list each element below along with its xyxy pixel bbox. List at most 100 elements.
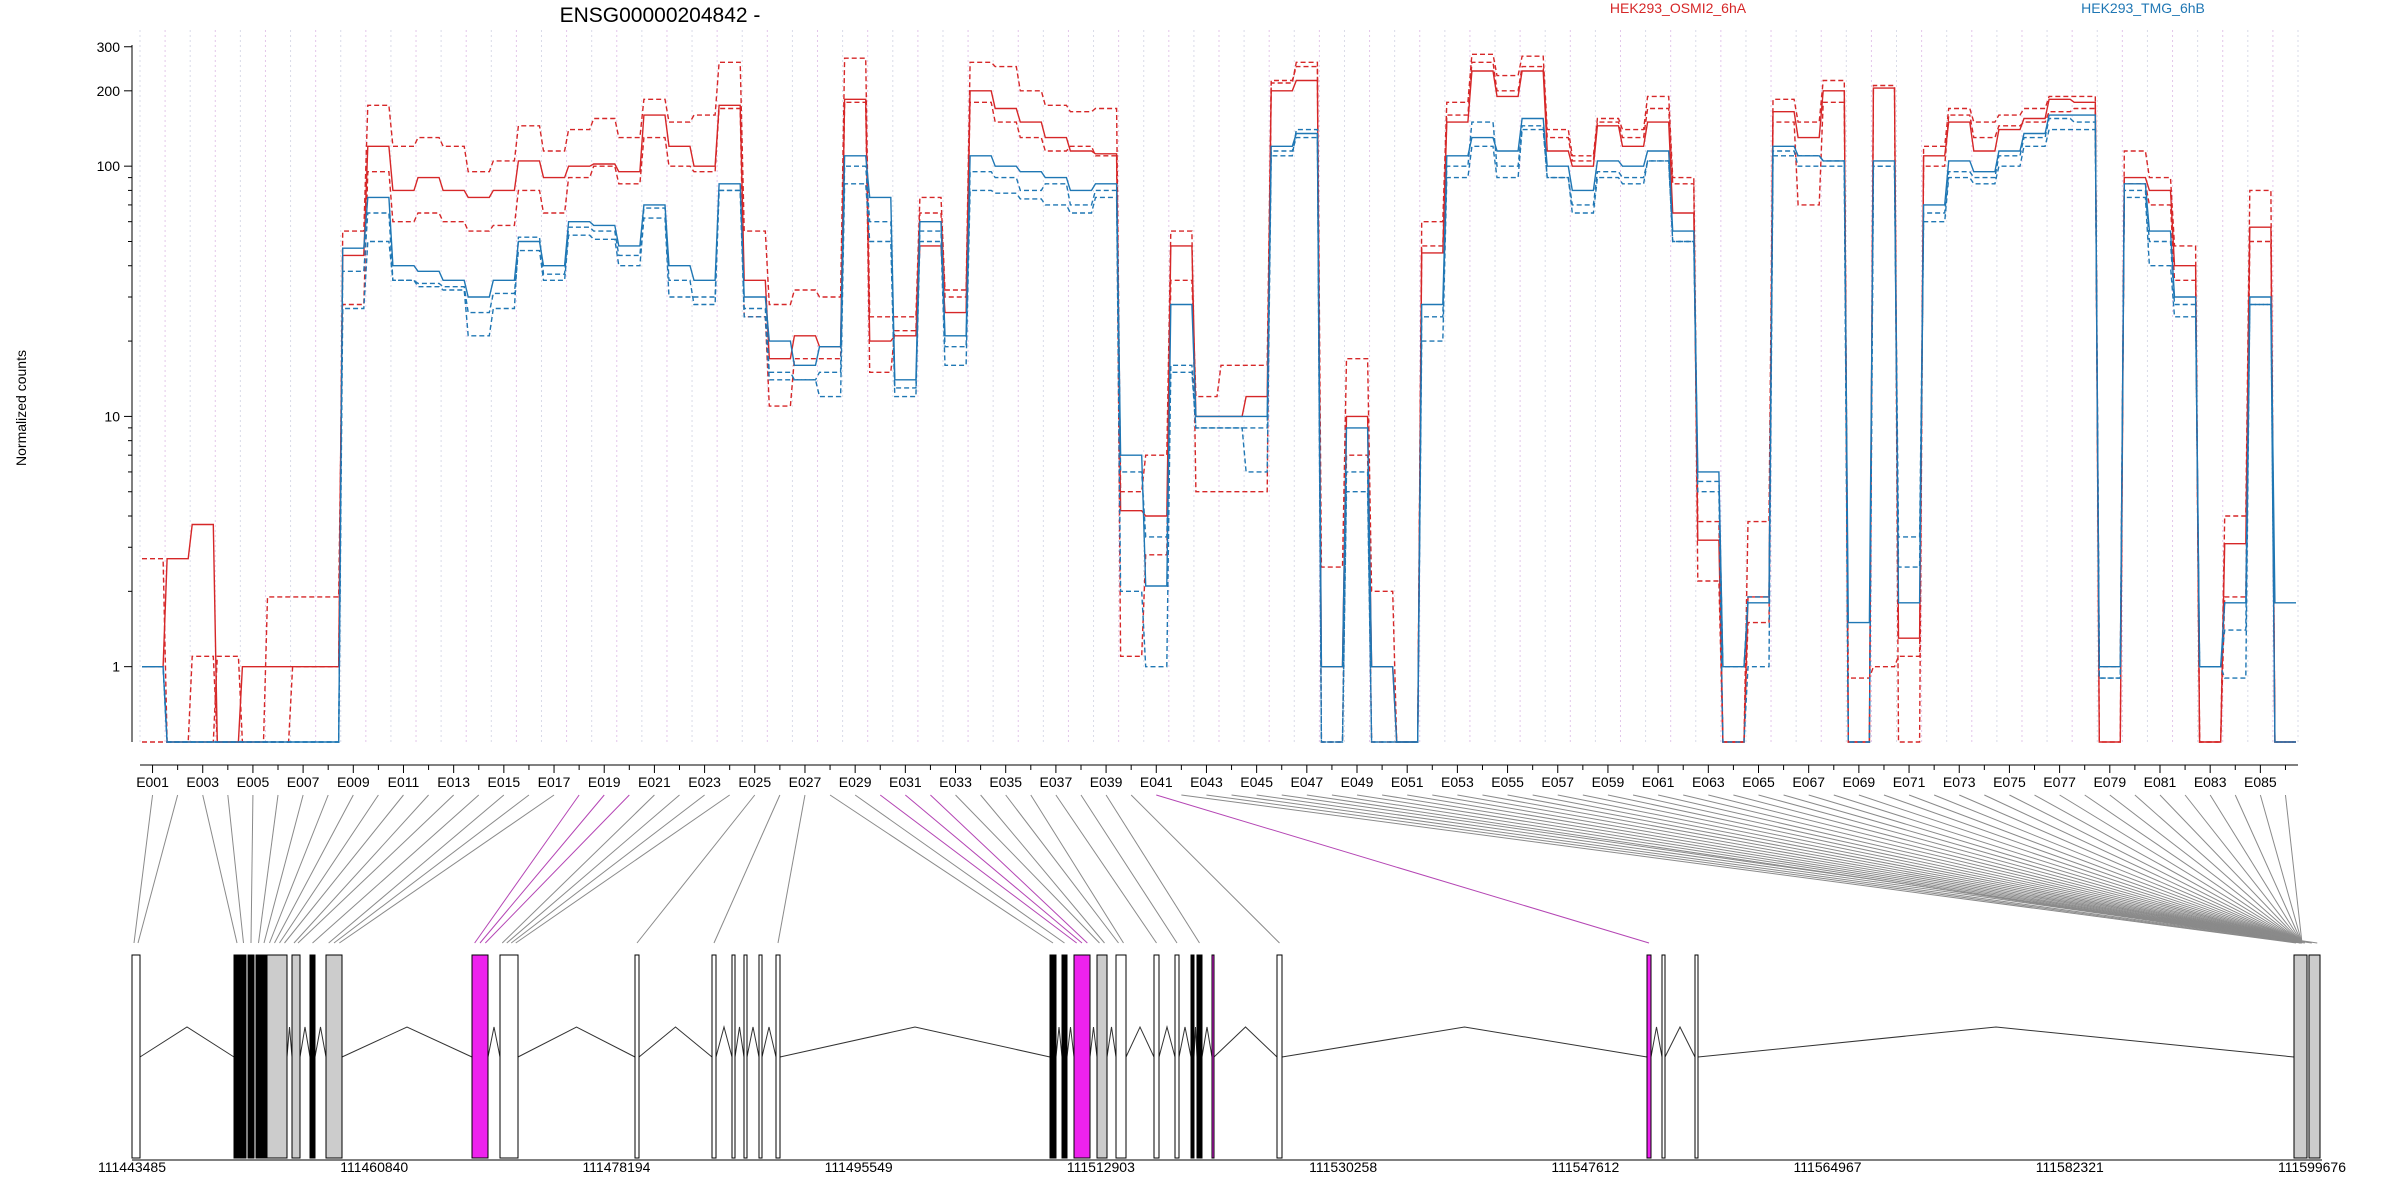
intron-line xyxy=(299,1026,311,1058)
exon-tick-label: E083 xyxy=(2194,774,2227,790)
exon-link-line xyxy=(2234,794,2303,944)
exon-link-line xyxy=(297,794,455,944)
intron-line xyxy=(139,1026,235,1058)
exon-block xyxy=(131,954,141,1159)
exon-link-line xyxy=(636,794,756,944)
intron-line xyxy=(1178,1026,1192,1058)
exon-link-line xyxy=(1181,794,2297,944)
exon-link-lines xyxy=(133,794,2318,944)
exon-link-line xyxy=(1457,794,2303,944)
exon-link-line xyxy=(1833,794,2303,944)
exon-link-line xyxy=(479,794,605,944)
exon-link-line xyxy=(1331,794,2303,944)
exon-link-line xyxy=(1582,794,2303,944)
exon-block xyxy=(471,954,489,1159)
intron-line xyxy=(341,1026,473,1058)
exon-tick-label: E013 xyxy=(437,774,470,790)
exon-block xyxy=(2308,954,2321,1159)
exon-link-line xyxy=(930,794,1088,944)
exon-tick-label: E059 xyxy=(1592,774,1625,790)
genomic-tick-label: 111478194 xyxy=(582,1159,650,1175)
exon-link-line xyxy=(1005,794,1119,944)
chart-title: ENSG00000204842 - xyxy=(560,4,761,27)
exon-tick-label: E029 xyxy=(839,774,872,790)
exon-link-line xyxy=(1733,794,2303,944)
exon-tick-label: E057 xyxy=(1541,774,1574,790)
exon-tick-label: E025 xyxy=(738,774,771,790)
exon-block xyxy=(711,954,717,1159)
exon-block xyxy=(1174,954,1180,1159)
y-tick-label: 100 xyxy=(97,158,121,174)
exon-block xyxy=(731,954,736,1159)
series-line xyxy=(142,114,2296,743)
exon-link-line xyxy=(1959,794,2303,944)
exon-block xyxy=(499,954,519,1159)
exon-link-line xyxy=(250,794,254,944)
exon-link-line xyxy=(2084,794,2303,944)
exon-link-line xyxy=(2259,794,2303,944)
exon-link-line xyxy=(202,794,238,944)
exon-tick-label: E035 xyxy=(989,774,1022,790)
exon-block xyxy=(255,954,262,1159)
exon-tick-label: E065 xyxy=(1742,774,1775,790)
exon-block xyxy=(1049,954,1057,1159)
exon-tick-label: E021 xyxy=(638,774,671,790)
intron-line xyxy=(1664,1025,1696,1058)
exon-link-line xyxy=(1984,794,2303,944)
exon-block xyxy=(1276,954,1283,1159)
exon-link-line xyxy=(980,794,1105,944)
exon-link-line xyxy=(279,794,379,944)
exon-link-line xyxy=(1658,794,2303,944)
exon-tick-label: E003 xyxy=(186,774,219,790)
exon-block xyxy=(1196,954,1203,1159)
exon-link-line xyxy=(312,794,480,944)
exon-link-line xyxy=(501,794,655,944)
exon-link-line xyxy=(1231,794,2305,944)
exon-link-line xyxy=(1382,794,2303,944)
exon-link-line xyxy=(274,794,354,944)
exon-block xyxy=(1211,954,1215,1159)
exon-tick-label: E061 xyxy=(1642,774,1675,790)
intron-line xyxy=(1106,1026,1117,1058)
exon-tick-label: E015 xyxy=(487,774,520,790)
exon-tick-label: E033 xyxy=(939,774,972,790)
exon-block xyxy=(261,954,267,1159)
intron-line xyxy=(1281,1026,1648,1058)
exon-link-line xyxy=(1080,794,1178,944)
genomic-tick-label: 111512903 xyxy=(1067,1159,1135,1175)
exon-link-line xyxy=(854,794,1065,944)
y-tick-label: 200 xyxy=(97,83,121,99)
exon-block xyxy=(1190,954,1195,1159)
exon-link-line xyxy=(829,794,1054,944)
gene-model-track xyxy=(131,954,2321,1159)
exon-tick-label: E077 xyxy=(2043,774,2076,790)
exon-block xyxy=(233,954,241,1159)
exon-block xyxy=(2293,954,2308,1159)
exon-link-line xyxy=(284,794,404,944)
intron-line xyxy=(1055,1026,1063,1058)
exon-tick-label: E039 xyxy=(1090,774,1123,790)
intron-line xyxy=(1697,1026,2295,1058)
genomic-axis: 111443485 111460840 111478194 111495549 1115… xyxy=(98,1159,2346,1175)
exon-tick-label: E063 xyxy=(1692,774,1725,790)
exon-tick-label: E081 xyxy=(2144,774,2177,790)
exon-block xyxy=(309,954,316,1159)
intron-line xyxy=(1213,1026,1278,1058)
exon-tick-label: E055 xyxy=(1491,774,1524,790)
exon-link-line xyxy=(2284,794,2303,944)
exon-block xyxy=(240,954,247,1159)
exon-block xyxy=(247,954,255,1159)
exon-link-line xyxy=(339,794,555,944)
exon-tick-label: E007 xyxy=(287,774,320,790)
exon-block xyxy=(1073,954,1091,1159)
exon-tick-label: E049 xyxy=(1341,774,1374,790)
exon-link-line xyxy=(1632,794,2303,944)
genomic-tick-label: 111460840 xyxy=(340,1159,408,1175)
exon-link-line xyxy=(2009,794,2303,944)
exon-link-line xyxy=(293,794,429,944)
exon-block xyxy=(1661,954,1666,1159)
exon-link-line xyxy=(484,794,630,944)
exon-link-line xyxy=(258,794,279,944)
exon-link-line xyxy=(1306,794,2303,944)
exon-tick-label: E045 xyxy=(1240,774,1273,790)
